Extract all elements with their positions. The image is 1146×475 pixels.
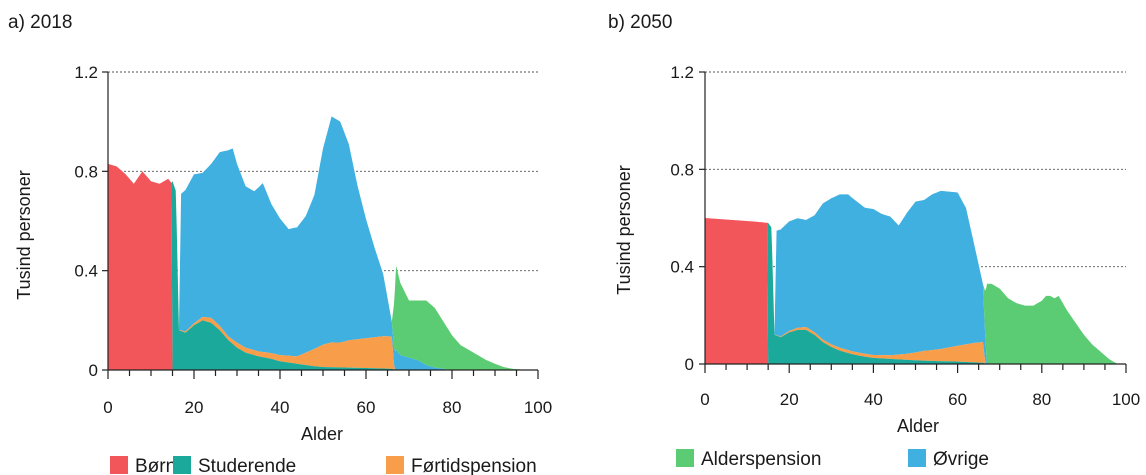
chart-title: a) 2018 <box>8 12 72 33</box>
area-ovrige <box>705 190 1126 364</box>
area-born <box>705 218 1126 364</box>
legend-swatch <box>908 449 926 467</box>
legend-item-alderspension: Alderspension <box>676 449 821 470</box>
legend-item-ovrige: Øvrige <box>908 449 989 470</box>
x-tick-label: 80 <box>443 398 462 417</box>
x-tick-label: 20 <box>780 390 799 409</box>
area-alderspension <box>108 116 538 371</box>
legend-label: Alderspension <box>701 449 821 470</box>
axes <box>102 71 539 379</box>
y-tick-labels: 0 0.4 0.8 1.2 <box>670 63 694 374</box>
x-axis-label: Alder <box>897 416 939 436</box>
legend-item-fortidspension: Førtidspension <box>386 456 537 475</box>
area-born <box>108 163 538 370</box>
x-axis-label: Alder <box>301 424 343 444</box>
legend-item-born: Børn <box>110 456 176 475</box>
stacked-areas <box>705 190 1126 364</box>
y-tick-label: 0 <box>89 361 98 380</box>
area-alderspension <box>705 190 1126 364</box>
legend-swatch <box>110 456 128 474</box>
y-tick-label: 0.8 <box>74 162 98 181</box>
y-tick-label: 0.8 <box>670 160 694 179</box>
chart-title: b) 2050 <box>608 12 672 33</box>
y-tick-label: 0.4 <box>670 258 694 277</box>
legend-swatch <box>676 449 694 467</box>
x-tick-label: 100 <box>524 398 552 417</box>
panel-2018: a) 2018 0 0.4 0.8 1.2 0 20 40 60 80 100 Alder Tu… <box>8 12 552 444</box>
x-tick-label: 60 <box>948 390 967 409</box>
stacked-areas <box>108 116 538 371</box>
axes <box>699 71 1127 373</box>
legend-swatch <box>173 456 191 474</box>
legend-label: Studerende <box>198 456 296 475</box>
y-tick-label: 0 <box>685 355 694 374</box>
x-tick-label: 60 <box>357 398 376 417</box>
y-tick-labels: 0 0.4 0.8 1.2 <box>74 63 98 380</box>
x-tick-label: 0 <box>103 398 112 417</box>
legend-label: Børn <box>135 456 176 475</box>
x-tick-label: 0 <box>700 390 709 409</box>
legend-label: Førtidspension <box>411 456 537 475</box>
x-tick-labels: 0 20 40 60 80 100 <box>103 398 552 417</box>
legend-swatch <box>386 456 404 474</box>
y-tick-label: 1.2 <box>670 63 694 82</box>
legend-label: Øvrige <box>933 449 989 470</box>
y-axis-label: Tusind personer <box>614 165 634 294</box>
x-tick-label: 20 <box>185 398 204 417</box>
panel-2050: b) 2050 0 0.4 0.8 1.2 0 20 40 60 80 100 Alder Tu… <box>608 12 1140 436</box>
x-tick-label: 100 <box>1112 390 1140 409</box>
y-tick-label: 0.4 <box>74 262 98 281</box>
x-tick-label: 80 <box>1032 390 1051 409</box>
x-tick-label: 40 <box>864 390 883 409</box>
legend: Børn Studerende Førtidspension Alderspen… <box>110 449 989 475</box>
legend-item-studerende: Studerende <box>173 456 296 475</box>
y-axis-label: Tusind personer <box>14 170 34 299</box>
area-ovrige <box>108 116 538 371</box>
x-tick-label: 40 <box>271 398 290 417</box>
y-tick-label: 1.2 <box>74 63 98 82</box>
x-tick-labels: 0 20 40 60 80 100 <box>700 390 1140 409</box>
